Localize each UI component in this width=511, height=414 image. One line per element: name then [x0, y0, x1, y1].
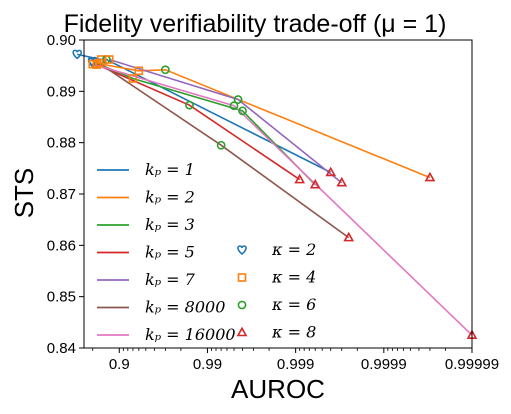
x-axis-title: AUROC — [231, 374, 325, 404]
x-tick-label: 0.99999 — [445, 356, 499, 373]
legend-label: κ = 2 — [271, 240, 316, 259]
square-marker — [237, 273, 247, 282]
triangle-marker — [336, 176, 348, 187]
square-marker — [104, 55, 114, 64]
circle-marker — [160, 65, 170, 75]
legend-label: kₚ = 7 — [145, 270, 196, 289]
legend-label: kₚ = 3 — [145, 215, 195, 234]
series-line — [96, 63, 301, 181]
circle-marker — [238, 106, 247, 116]
triangle-marker — [325, 166, 337, 177]
square-marker — [88, 59, 98, 69]
heart-marker — [237, 245, 247, 256]
legend-label: kₚ = 2 — [145, 188, 195, 207]
legend-label: kₚ = 1 — [145, 160, 195, 179]
series-line — [98, 62, 350, 239]
legend-label: kₚ = 5 — [145, 243, 195, 262]
x-tick-label: 0.999 — [277, 356, 315, 373]
legend-label: kₚ = 8000 — [145, 298, 225, 317]
y-tick-label: 0.84 — [47, 340, 76, 357]
legend-label: kₚ = 16000 — [145, 325, 236, 344]
triangle-marker — [309, 178, 321, 189]
plot-area — [72, 49, 478, 339]
circle-marker — [237, 300, 247, 310]
square-marker — [128, 74, 138, 83]
legend-label: κ = 4 — [271, 268, 316, 287]
circle-marker — [233, 95, 243, 104]
chart-title: Fidelity verifiability trade-off (μ = 1) — [64, 10, 447, 38]
y-tick-label: 0.85 — [47, 289, 76, 306]
x-tick-label: 0.9999 — [361, 356, 407, 373]
circle-marker — [229, 101, 239, 111]
heart-marker — [87, 56, 98, 67]
y-tick-label: 0.87 — [47, 186, 76, 203]
legend-label: κ = 6 — [271, 295, 316, 314]
y-tick-label: 0.86 — [47, 237, 76, 254]
triangle-marker — [343, 231, 355, 242]
legend: kₚ = 1 kₚ = 2 kₚ = 3 kₚ = 5 kₚ = 7 kₚ = 8000 k… — [97, 160, 316, 344]
triangle-marker — [294, 173, 306, 184]
axes: 0.9 0.99 0.999 0.9999 0.99999 0.84 0.85 0.86 0.8… — [47, 32, 499, 373]
series-line — [92, 63, 473, 336]
square-marker — [134, 66, 144, 76]
triangle-marker — [236, 326, 248, 337]
circle-marker — [185, 100, 194, 110]
circle-marker — [216, 140, 226, 150]
triangle-marker — [424, 171, 436, 182]
x-tick-label: 0.99 — [193, 356, 222, 373]
legend-label: κ = 8 — [271, 323, 316, 342]
x-tick-label: 0.9 — [109, 356, 130, 373]
y-tick-label: 0.90 — [47, 32, 76, 49]
series-line — [92, 60, 316, 186]
y-axis-title: STS — [9, 168, 39, 219]
y-tick-label: 0.88 — [47, 135, 76, 152]
heart-marker — [72, 49, 83, 60]
series-line — [108, 58, 343, 184]
series-line — [77, 53, 332, 174]
y-tick-label: 0.89 — [47, 83, 76, 100]
series-line — [92, 61, 431, 179]
